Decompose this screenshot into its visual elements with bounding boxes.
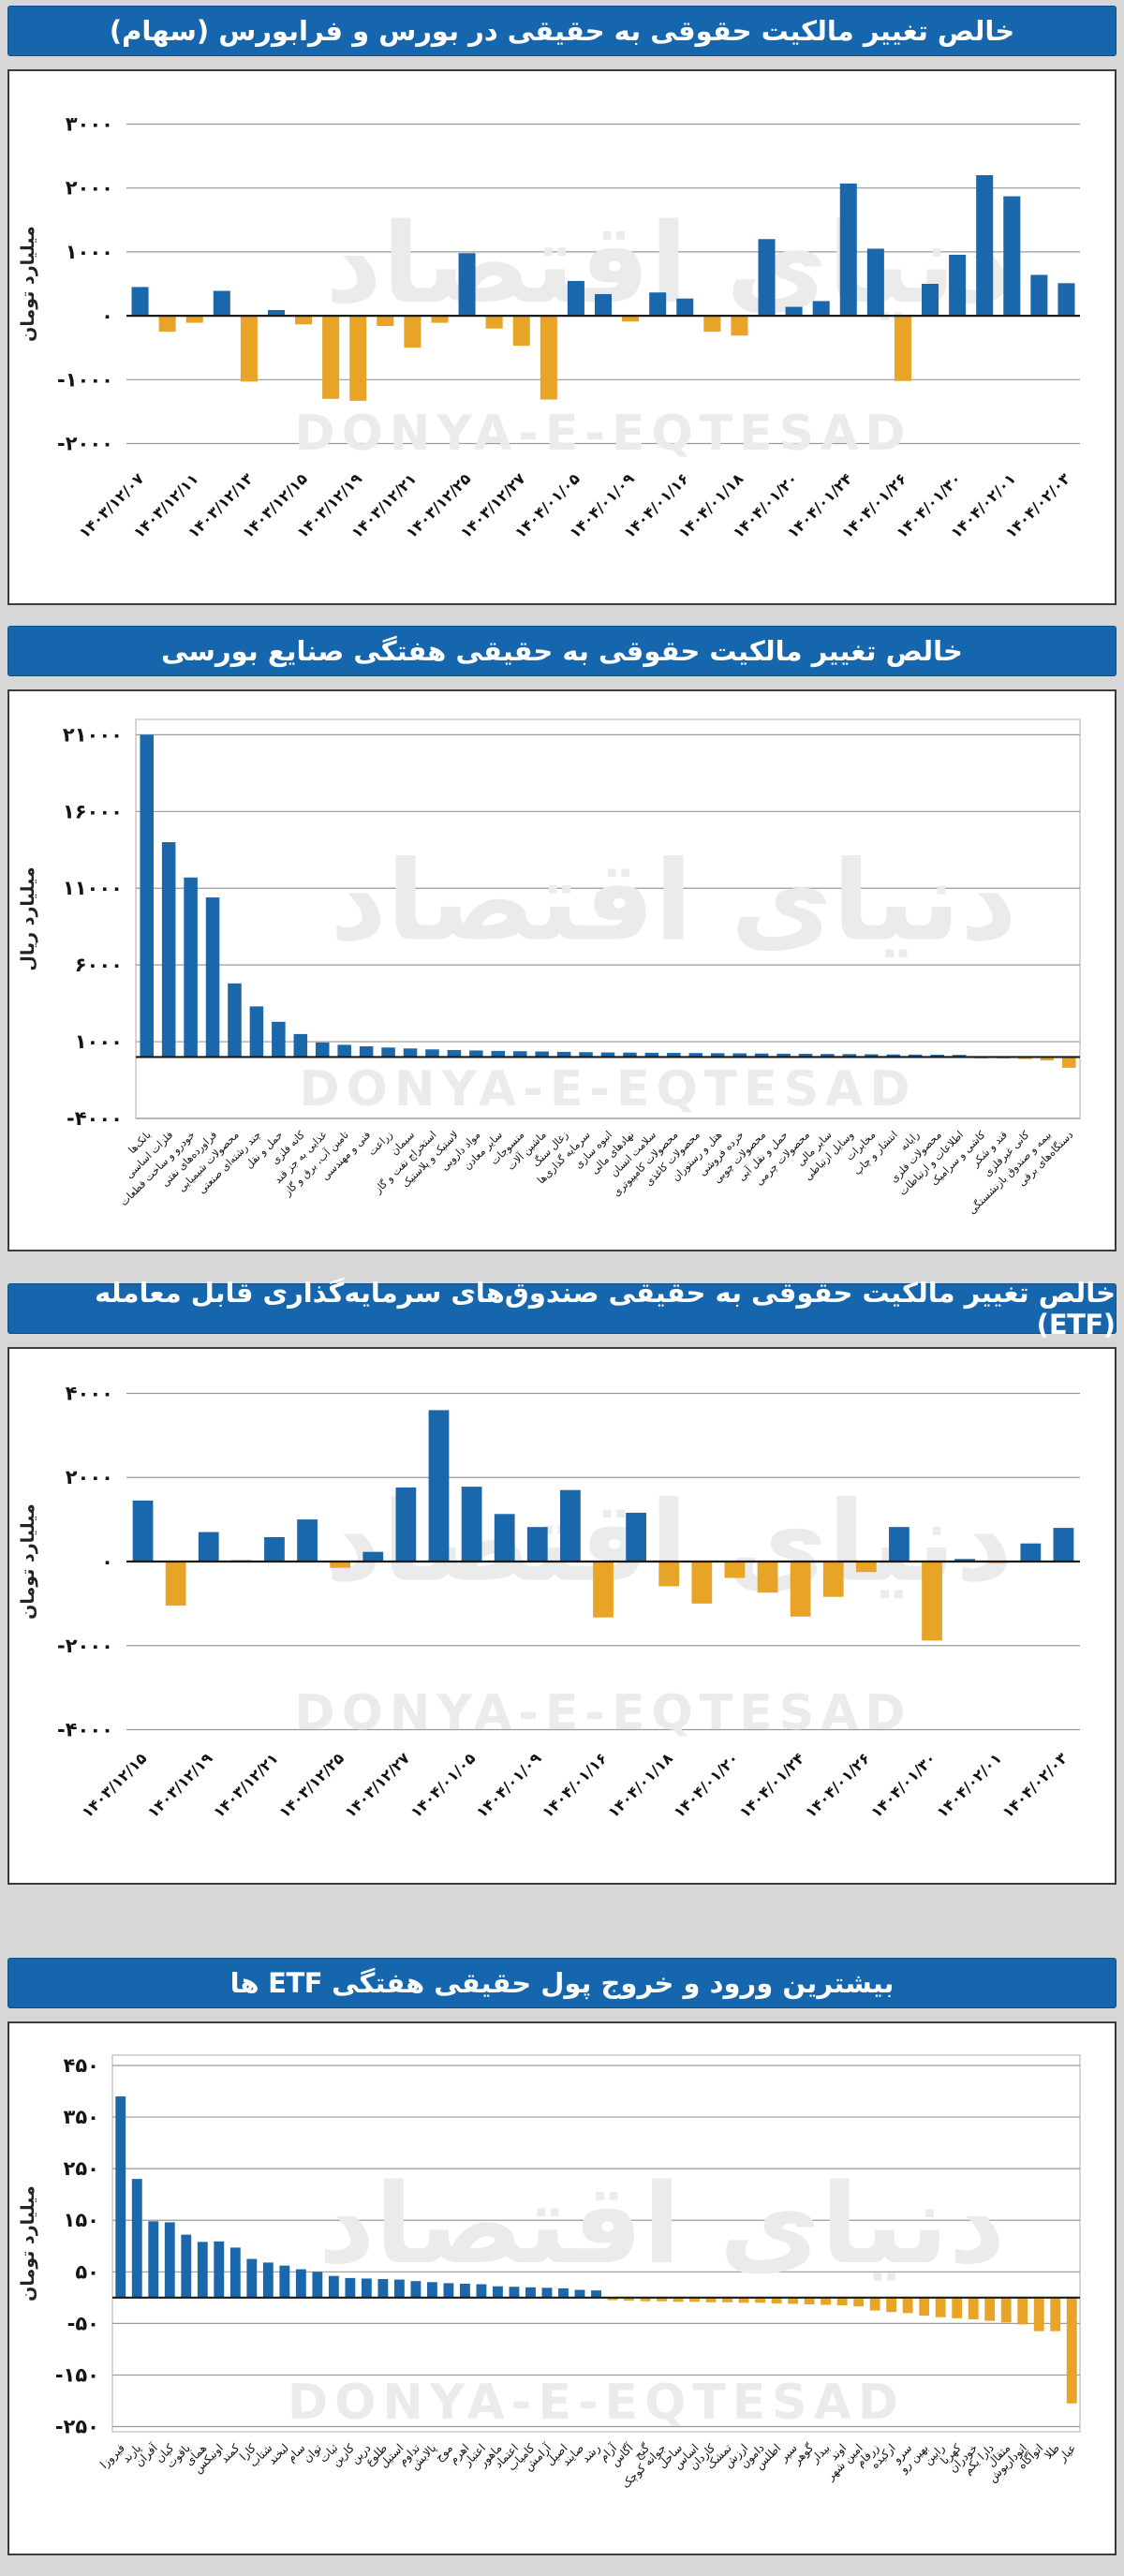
chart-title-stocks: خالص تغییر مالکیت حقوقی به حقیقی در بورس… <box>7 6 1117 56</box>
svg-text:میلیارد تومان: میلیارد تومان <box>18 1503 38 1620</box>
svg-text:۶۰۰۰: ۶۰۰۰ <box>75 954 123 976</box>
svg-text:۴۵۰: ۴۵۰ <box>64 2054 99 2077</box>
svg-text:۱۴۰۳/۱۲/۲۷: ۱۴۰۳/۱۲/۲۷ <box>341 1749 413 1821</box>
chart-panel-etf-ownership: ۴۰۰۰ ۲۰۰۰ ۰ -۲۰۰۰ -۴۰۰۰ دنیای اقتصاد DONYA-E-E… <box>7 1347 1117 1885</box>
chart-title-etf-ownership: خالص تغییر مالکیت حقوقی به حقیقی صندوق‌ه… <box>7 1277 1117 1340</box>
svg-text:۱۵۰: ۱۵۰ <box>64 2209 99 2231</box>
svg-text:۲۰۰۰: ۲۰۰۰ <box>66 1466 113 1488</box>
svg-text:۰: ۰ <box>101 1550 113 1573</box>
svg-text:دنیای اقتصاد: دنیای اقتصاد <box>325 199 1013 328</box>
svg-text:DONYA-E-EQTESAD: DONYA-E-EQTESAD <box>294 1685 911 1741</box>
chart-panel-stocks: ۳۰۰۰ ۲۰۰۰ ۱۰۰۰ ۰ -۱۰۰۰ -۲۰۰۰ دنیای اقتصاد DONYA… <box>7 69 1117 605</box>
chart-panel-industries: ۲۱۰۰۰ ۱۶۰۰۰ ۱۱۰۰۰ ۶۰۰۰ ۱۰۰۰ -۴۰۰۰ دنیای اقتصاد… <box>7 689 1117 1251</box>
svg-text:۱۴۰۳/۱۲/۲۵: ۱۴۰۳/۱۲/۲۵ <box>275 1749 348 1821</box>
chart-section-etf-flow: بیشترین ورود و خروج پول حقیقی هفتگی ETF … <box>7 1958 1117 2555</box>
svg-text:۱۴۰۴/۰۲/۰۱: ۱۴۰۴/۰۲/۰۱ <box>933 1749 1005 1821</box>
svg-text:-۲۰۰۰: -۲۰۰۰ <box>57 433 113 455</box>
svg-text:عیار: عیار <box>1055 2441 1079 2465</box>
svg-text:-۱۵۰: -۱۵۰ <box>55 2363 99 2386</box>
chart-section-industries: خالص تغییر مالکیت حقوقی به حقیقی هفتگی ص… <box>7 626 1117 1251</box>
svg-text:۱۴۰۴/۰۱/۰۵: ۱۴۰۴/۰۱/۰۵ <box>407 1749 479 1821</box>
industries-bar-chart: ۲۱۰۰۰ ۱۶۰۰۰ ۱۱۰۰۰ ۶۰۰۰ ۱۰۰۰ -۴۰۰۰ دنیای اقتصاد… <box>18 718 1081 1217</box>
svg-text:۱۴۰۳/۱۲/۱۹: ۱۴۰۳/۱۲/۱۹ <box>144 1749 216 1821</box>
svg-text:۵۰: ۵۰ <box>75 2260 99 2283</box>
svg-text:۱۴۰۴/۰۲/۰۳: ۱۴۰۴/۰۲/۰۳ <box>998 1749 1071 1821</box>
svg-text:میلیارد تومان: میلیارد تومان <box>18 226 38 342</box>
svg-text:میلیارد ریال: میلیارد ریال <box>18 866 38 970</box>
chart-section-etf-ownership: خالص تغییر مالکیت حقوقی به حقیقی صندوق‌ه… <box>7 1277 1117 1885</box>
chart-panel-etf-flow: ۴۵۰ ۳۵۰ ۲۵۰ ۱۵۰ ۵۰ -۵۰ -۱۵۰ -۲۵۰ دنیای اقتصاد DON… <box>7 2021 1117 2555</box>
svg-text:۱۶۰۰۰: ۱۶۰۰۰ <box>63 800 123 822</box>
svg-text:۱۱۰۰۰: ۱۱۰۰۰ <box>63 877 123 899</box>
svg-text:-۴۰۰۰: -۴۰۰۰ <box>67 1107 123 1130</box>
svg-text:-۴۰۰۰: -۴۰۰۰ <box>57 1719 113 1741</box>
svg-text:۱۴۰۳/۱۲/۱۵: ۱۴۰۳/۱۲/۱۵ <box>78 1749 150 1821</box>
svg-text:۱۴۰۴/۰۱/۲۰: ۱۴۰۴/۰۱/۲۰ <box>670 1749 742 1821</box>
svg-text:۱۴۰۳/۱۲/۲۱: ۱۴۰۳/۱۲/۲۱ <box>210 1749 282 1821</box>
svg-text:۱۴۰۴/۰۱/۱۶: ۱۴۰۴/۰۱/۱۶ <box>539 1749 611 1821</box>
svg-text:-۱۰۰۰: -۱۰۰۰ <box>57 368 113 391</box>
svg-text:۱۴۰۴/۰۱/۳۰: ۱۴۰۴/۰۱/۳۰ <box>867 1749 939 1821</box>
infographic-page: خالص تغییر مالکیت حقوقی به حقیقی در بورس… <box>0 6 1124 2576</box>
chart-section-stocks: خالص تغییر مالکیت حقوقی به حقیقی در بورس… <box>7 6 1117 605</box>
svg-text:۱۴۰۴/۰۱/۰۹: ۱۴۰۴/۰۱/۰۹ <box>473 1749 545 1821</box>
svg-text:-۲۰۰۰: -۲۰۰۰ <box>57 1635 113 1657</box>
chart-title-etf-flow: بیشترین ورود و خروج پول حقیقی هفتگی ETF … <box>7 1958 1117 2008</box>
svg-text:۳۵۰: ۳۵۰ <box>64 2106 99 2128</box>
svg-text:۱۴۰۴/۰۱/۲۶: ۱۴۰۴/۰۱/۲۶ <box>802 1749 874 1821</box>
svg-text:DONYA-E-EQTESAD: DONYA-E-EQTESAD <box>288 2375 905 2431</box>
svg-text:زراعت: زراعت <box>366 1129 395 1158</box>
svg-text:۲۰۰۰: ۲۰۰۰ <box>66 177 113 200</box>
svg-text:۱۰۰۰: ۱۰۰۰ <box>66 241 113 263</box>
svg-text:دنیای اقتصاد: دنیای اقتصاد <box>318 2159 1006 2288</box>
etf-flow-bar-chart: ۴۵۰ ۳۵۰ ۲۵۰ ۱۵۰ ۵۰ -۵۰ -۱۵۰ -۲۵۰ دنیای اقتصاد DON… <box>18 2054 1081 2492</box>
stocks-bar-chart: ۳۰۰۰ ۲۰۰۰ ۱۰۰۰ ۰ -۱۰۰۰ -۲۰۰۰ دنیای اقتصاد DONYA… <box>18 112 1080 541</box>
svg-text:۳۰۰۰: ۳۰۰۰ <box>66 112 113 135</box>
svg-text:۲۱۰۰۰: ۲۱۰۰۰ <box>63 723 123 746</box>
svg-text:DONYA-E-EQTESAD: DONYA-E-EQTESAD <box>294 406 911 462</box>
svg-text:DONYA-E-EQTESAD: DONYA-E-EQTESAD <box>299 1061 916 1118</box>
svg-text:میلیارد تومان: میلیارد تومان <box>18 2185 38 2302</box>
svg-text:۱۴۰۴/۰۱/۱۸: ۱۴۰۴/۰۱/۱۸ <box>604 1749 676 1821</box>
svg-text:۱۴۰۴/۰۱/۲۴: ۱۴۰۴/۰۱/۲۴ <box>736 1749 808 1821</box>
svg-text:۰: ۰ <box>101 304 113 327</box>
svg-text:-۵۰: -۵۰ <box>67 2312 99 2334</box>
svg-text:۴۰۰۰: ۴۰۰۰ <box>66 1382 113 1404</box>
svg-text:-۲۵۰: -۲۵۰ <box>55 2415 99 2437</box>
svg-text:۲۵۰: ۲۵۰ <box>64 2157 99 2180</box>
svg-text:دنیای اقتصاد: دنیای اقتصاد <box>330 836 1017 965</box>
svg-text:۱۰۰۰: ۱۰۰۰ <box>75 1030 123 1053</box>
chart-title-industries: خالص تغییر مالکیت حقوقی به حقیقی هفتگی ص… <box>7 626 1117 676</box>
